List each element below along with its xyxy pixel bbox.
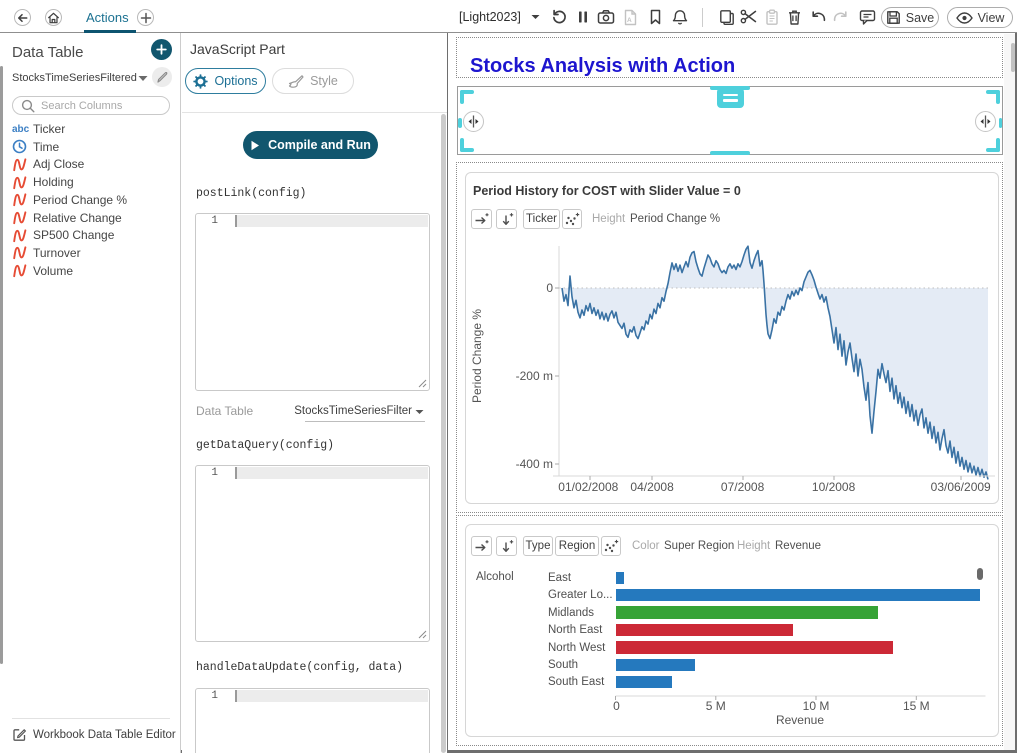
- svg-text:10/2008: 10/2008: [812, 480, 856, 494]
- svg-text:07/2008: 07/2008: [721, 480, 765, 494]
- svg-text:0: 0: [613, 699, 620, 713]
- svg-text:03/06/2009: 03/06/2009: [931, 480, 991, 494]
- svg-text:10 M: 10 M: [803, 699, 830, 713]
- svg-text:-400 m: -400 m: [516, 457, 553, 471]
- svg-text:Revenue: Revenue: [776, 713, 824, 727]
- svg-text:04/2008: 04/2008: [630, 480, 674, 494]
- svg-text:15 M: 15 M: [903, 699, 930, 713]
- svg-text:5 M: 5 M: [706, 699, 726, 713]
- svg-text:-200 m: -200 m: [516, 369, 553, 383]
- svg-text:A: A: [627, 17, 632, 24]
- svg-text:01/02/2008: 01/02/2008: [558, 480, 618, 494]
- svg-text:Period Change %: Period Change %: [470, 309, 484, 403]
- svg-text:0: 0: [546, 281, 553, 295]
